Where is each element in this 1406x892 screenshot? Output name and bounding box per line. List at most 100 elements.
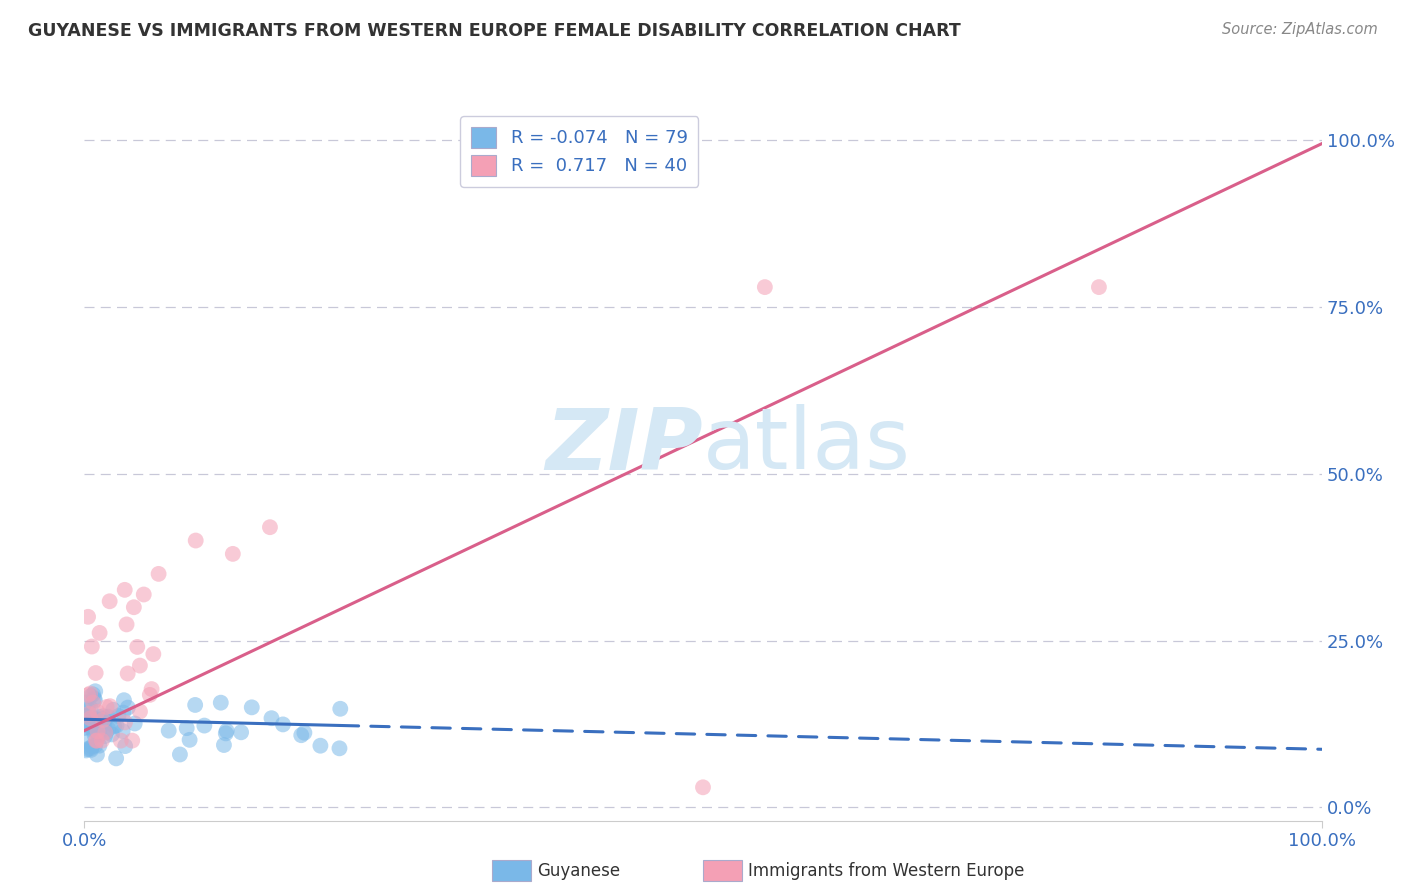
Text: Immigrants from Western Europe: Immigrants from Western Europe xyxy=(748,862,1025,880)
Point xyxy=(77,609,100,624)
Point xyxy=(215,726,238,740)
Point xyxy=(103,719,125,733)
Point xyxy=(75,709,97,723)
Point xyxy=(692,780,714,795)
Point xyxy=(169,747,191,762)
Point xyxy=(328,741,350,756)
Text: Guyanese: Guyanese xyxy=(537,862,620,880)
Text: ZIP: ZIP xyxy=(546,404,703,488)
Point xyxy=(114,739,136,753)
Point xyxy=(112,693,135,707)
Point xyxy=(77,735,100,749)
Point xyxy=(94,729,117,743)
Point xyxy=(98,594,121,608)
Point xyxy=(73,696,96,710)
Point xyxy=(105,718,128,732)
Point xyxy=(86,717,108,731)
Point xyxy=(82,687,104,701)
Point xyxy=(84,714,107,728)
Point xyxy=(121,733,143,747)
Point xyxy=(86,747,108,762)
Point xyxy=(83,691,105,706)
Point xyxy=(94,725,117,739)
Point xyxy=(110,733,132,747)
Text: atlas: atlas xyxy=(703,404,911,488)
Point xyxy=(79,711,101,725)
Point xyxy=(79,687,101,701)
Point xyxy=(91,709,114,723)
Point xyxy=(157,723,180,738)
Point xyxy=(80,739,103,754)
Point xyxy=(87,724,110,739)
Point xyxy=(129,658,152,673)
Point xyxy=(76,701,98,715)
Point xyxy=(82,723,104,737)
Point xyxy=(260,711,283,725)
Point xyxy=(83,728,105,742)
Point xyxy=(97,722,120,736)
Point xyxy=(115,617,138,632)
Point xyxy=(89,626,111,640)
Point xyxy=(117,666,139,681)
Point xyxy=(93,715,115,730)
Point xyxy=(329,702,352,716)
Point xyxy=(209,696,232,710)
Point xyxy=(96,700,118,714)
Point xyxy=(309,739,332,753)
Point xyxy=(87,714,110,728)
Point xyxy=(141,682,163,697)
Point xyxy=(80,640,103,654)
Point xyxy=(142,647,165,661)
Point xyxy=(259,520,281,534)
Point xyxy=(82,720,104,734)
Point xyxy=(82,696,104,710)
Point xyxy=(184,698,207,712)
Point xyxy=(107,709,129,723)
Point xyxy=(215,723,238,738)
Point xyxy=(91,713,114,727)
Point xyxy=(77,688,100,702)
Point xyxy=(82,715,104,730)
Point xyxy=(112,706,135,720)
Point xyxy=(84,665,107,680)
Point xyxy=(212,738,235,752)
Point xyxy=(77,717,100,731)
Point xyxy=(124,716,146,731)
Point xyxy=(129,705,152,719)
Point xyxy=(86,733,108,747)
Point xyxy=(229,725,252,739)
Point xyxy=(97,709,120,723)
Point xyxy=(86,723,108,738)
Point xyxy=(127,640,149,654)
Point xyxy=(105,751,128,765)
Point xyxy=(79,689,101,703)
Point xyxy=(222,547,245,561)
Point xyxy=(86,720,108,734)
Point xyxy=(89,710,111,724)
Point xyxy=(103,703,125,717)
Point xyxy=(86,705,108,719)
Point xyxy=(93,717,115,731)
Point xyxy=(1088,280,1111,294)
Point xyxy=(94,725,117,739)
Point xyxy=(98,699,121,714)
Point xyxy=(91,733,114,747)
Point xyxy=(87,728,110,742)
Point xyxy=(176,721,198,735)
Point xyxy=(90,712,112,726)
Legend: R = -0.074   N = 79, R =  0.717   N = 40: R = -0.074 N = 79, R = 0.717 N = 40 xyxy=(460,116,699,186)
Point xyxy=(84,684,107,698)
Point xyxy=(117,700,139,714)
Point xyxy=(292,725,315,739)
Text: GUYANESE VS IMMIGRANTS FROM WESTERN EUROPE FEMALE DISABILITY CORRELATION CHART: GUYANESE VS IMMIGRANTS FROM WESTERN EURO… xyxy=(28,22,960,40)
Point xyxy=(82,713,104,727)
Point xyxy=(240,700,263,714)
Point xyxy=(76,742,98,756)
Point xyxy=(80,743,103,757)
Point xyxy=(132,587,155,601)
Point xyxy=(122,600,145,615)
Point xyxy=(80,701,103,715)
Point xyxy=(101,727,124,741)
Point xyxy=(93,714,115,728)
Point xyxy=(84,739,107,753)
